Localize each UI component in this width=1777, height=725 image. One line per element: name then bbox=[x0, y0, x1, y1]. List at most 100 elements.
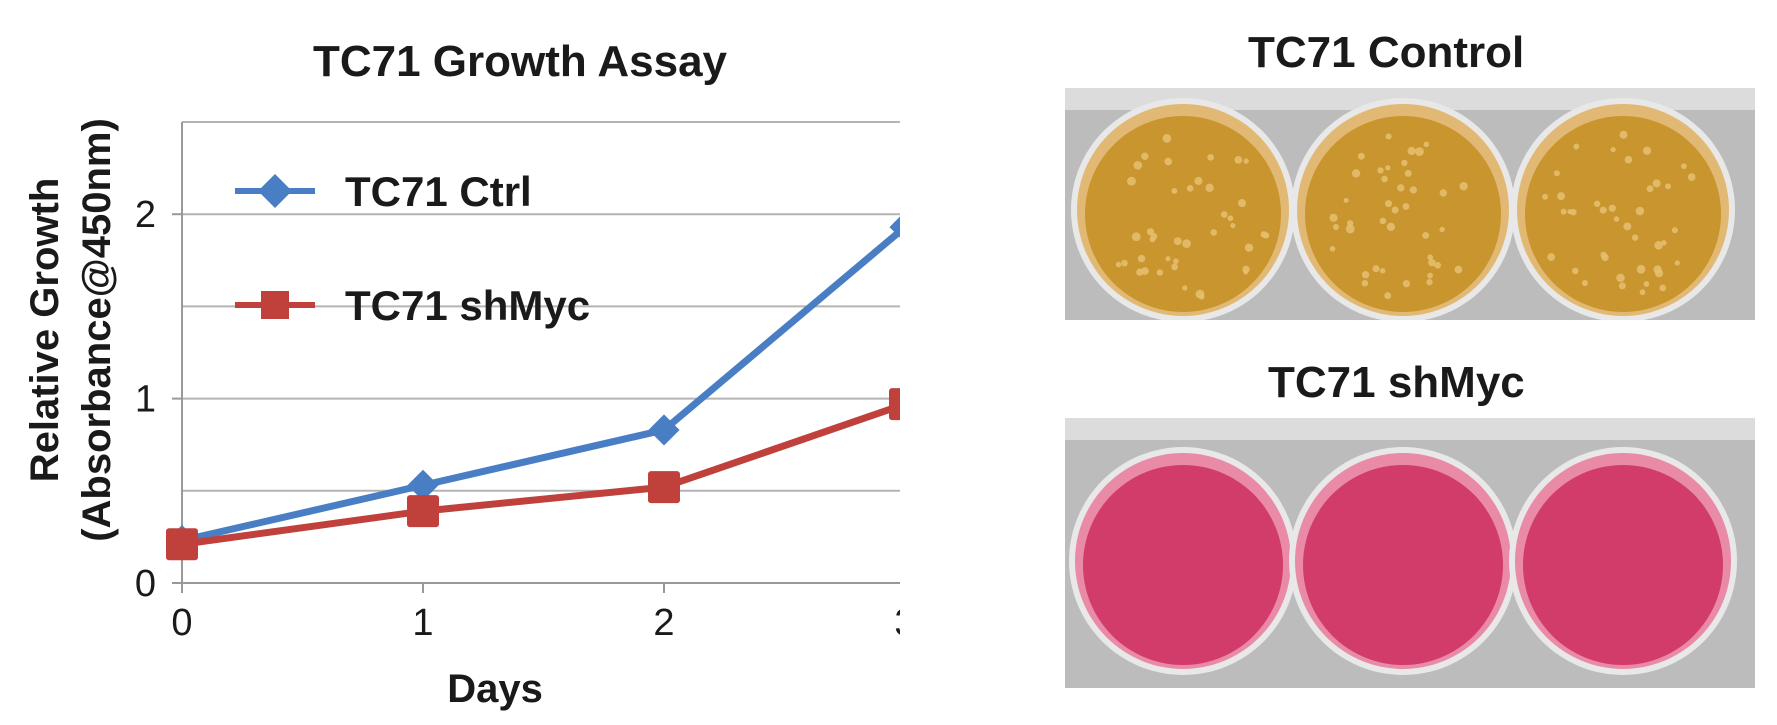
series-layer bbox=[166, 212, 900, 561]
well-medium bbox=[1523, 465, 1723, 665]
colony bbox=[1428, 259, 1435, 266]
series-line bbox=[182, 404, 900, 544]
colony bbox=[1655, 269, 1663, 277]
colony bbox=[1573, 144, 1579, 150]
control-plate-photo bbox=[1065, 88, 1755, 320]
well-medium bbox=[1083, 465, 1283, 665]
legend: TC71 Ctrl TC71 shMyc bbox=[235, 168, 590, 329]
well-medium bbox=[1085, 116, 1281, 312]
colony bbox=[1403, 280, 1410, 287]
x-tick-label: 2 bbox=[653, 602, 674, 644]
colony bbox=[1637, 265, 1646, 274]
colony bbox=[1653, 179, 1661, 187]
colony bbox=[1362, 280, 1369, 287]
colony bbox=[1619, 131, 1627, 139]
colony bbox=[1165, 256, 1170, 261]
shmyc-plate-title: TC71 shMyc bbox=[1268, 358, 1525, 408]
colony bbox=[1410, 186, 1417, 193]
colony bbox=[1647, 185, 1654, 192]
well bbox=[1291, 98, 1515, 320]
colony bbox=[1616, 274, 1625, 283]
colony bbox=[1582, 280, 1588, 286]
colony bbox=[1385, 200, 1392, 207]
colony bbox=[1380, 268, 1385, 273]
y-tick-label: 0 bbox=[135, 563, 156, 605]
colony bbox=[1403, 203, 1410, 210]
colony bbox=[1358, 153, 1365, 160]
colony bbox=[1329, 214, 1337, 222]
colony bbox=[1572, 268, 1579, 275]
well bbox=[1071, 98, 1295, 320]
colony bbox=[1423, 141, 1429, 147]
colony bbox=[1636, 207, 1645, 216]
colony bbox=[1547, 253, 1555, 261]
colony bbox=[1640, 289, 1646, 295]
colony bbox=[1380, 218, 1387, 225]
colony bbox=[1386, 133, 1392, 139]
colony bbox=[1199, 294, 1204, 299]
colony bbox=[1387, 223, 1395, 231]
x-axis-label: Days bbox=[447, 667, 543, 711]
colony bbox=[1609, 205, 1616, 212]
colony bbox=[1234, 156, 1242, 164]
colony bbox=[1385, 165, 1390, 170]
data-point bbox=[889, 388, 900, 420]
colony bbox=[1661, 240, 1666, 245]
colony bbox=[1174, 237, 1182, 245]
x-tick-label: 1 bbox=[412, 602, 433, 644]
colony bbox=[1594, 201, 1600, 207]
colony bbox=[1675, 260, 1680, 265]
colony bbox=[1352, 169, 1360, 177]
colony bbox=[1121, 260, 1128, 267]
colony bbox=[1157, 269, 1164, 276]
colony bbox=[1422, 232, 1429, 239]
colony bbox=[1644, 281, 1650, 287]
well bbox=[1289, 447, 1517, 675]
colony bbox=[1147, 228, 1154, 235]
colony bbox=[1330, 246, 1336, 252]
y-tick-label: 1 bbox=[135, 379, 156, 421]
colony bbox=[1372, 265, 1379, 272]
colony bbox=[1171, 188, 1177, 194]
y-axis-units: (Absorbance@450nm) bbox=[75, 118, 119, 542]
colony bbox=[1182, 239, 1191, 248]
colony bbox=[1623, 222, 1631, 230]
colony bbox=[1227, 215, 1233, 221]
colony bbox=[1665, 183, 1671, 189]
tick-marks: 0 1 2 3 0 1 2 bbox=[135, 194, 900, 644]
colony bbox=[1210, 229, 1217, 236]
colony bbox=[1347, 220, 1353, 226]
colony bbox=[1681, 163, 1687, 169]
well bbox=[1509, 447, 1737, 675]
colony bbox=[1182, 285, 1187, 290]
colony bbox=[1672, 227, 1678, 233]
colony bbox=[1659, 285, 1666, 292]
colony bbox=[1141, 267, 1149, 275]
colony bbox=[1362, 271, 1369, 278]
colony bbox=[1611, 147, 1616, 152]
colony bbox=[1242, 266, 1249, 273]
data-point bbox=[407, 495, 439, 527]
colony bbox=[1643, 147, 1651, 155]
series-0 bbox=[166, 212, 900, 557]
colony bbox=[1601, 254, 1608, 261]
colony bbox=[1405, 170, 1412, 177]
colony bbox=[1384, 292, 1391, 299]
shmyc-plate-photo bbox=[1065, 418, 1755, 688]
legend-marker-shmyc bbox=[261, 291, 289, 319]
colony bbox=[1688, 173, 1696, 181]
colony bbox=[1163, 134, 1172, 143]
colony bbox=[1173, 258, 1179, 264]
colony bbox=[1187, 185, 1194, 192]
well bbox=[1511, 98, 1735, 320]
colony bbox=[1261, 231, 1268, 238]
colony bbox=[1459, 182, 1467, 190]
colony bbox=[1392, 206, 1399, 213]
colony bbox=[1207, 154, 1214, 161]
colony bbox=[1600, 207, 1607, 214]
well-medium bbox=[1303, 465, 1503, 665]
colony bbox=[1554, 170, 1560, 176]
legend-marker-ctrl bbox=[258, 174, 292, 208]
colony bbox=[1440, 189, 1447, 196]
legend-label-shmyc: TC71 shMyc bbox=[345, 282, 590, 329]
